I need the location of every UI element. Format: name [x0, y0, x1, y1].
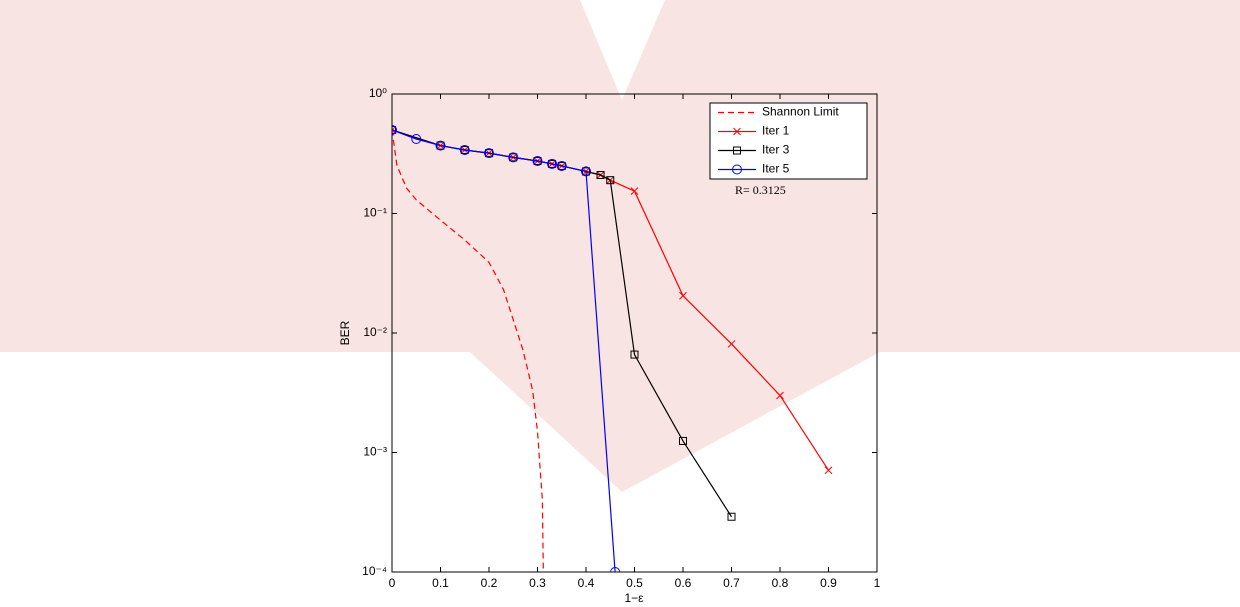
marker [548, 159, 557, 168]
marker [435, 140, 446, 151]
marker [630, 350, 639, 359]
legend-label: Iter 3 [762, 143, 790, 157]
y-tick-label: 10⁻³ [363, 445, 387, 459]
marker [610, 567, 621, 572]
x-tick-label: 0.2 [481, 576, 498, 590]
marker [508, 152, 519, 163]
legend-label: Shannon Limit [762, 105, 839, 119]
plot-area [392, 124, 833, 572]
marker [679, 436, 687, 445]
marker [411, 134, 422, 145]
marker [532, 155, 543, 166]
y-tick-label: 10⁻² [363, 325, 387, 339]
marker [556, 160, 567, 171]
x-tick-label: 0.7 [723, 576, 740, 590]
marker [824, 466, 833, 475]
marker [436, 141, 445, 150]
x-tick-label: 0.5 [626, 576, 643, 590]
marker [727, 512, 736, 521]
marker [484, 148, 494, 159]
x-tick-label: 0.6 [675, 576, 692, 590]
y-tick-label: 10⁰ [369, 86, 387, 100]
marker [547, 158, 558, 169]
series-line [392, 129, 544, 572]
marker [392, 125, 396, 134]
marker [727, 340, 736, 348]
marker [733, 146, 741, 155]
x-tick-label: 0.1 [432, 576, 449, 590]
marker [733, 127, 741, 136]
annotation: R= 0.3125 [735, 183, 786, 197]
x-axis-label: 1−ε [624, 591, 644, 605]
legend-label: Iter 1 [762, 124, 790, 138]
y-tick-label: 10⁻⁴ [362, 564, 387, 578]
x-tick-label: 0.4 [578, 576, 595, 590]
x-tick-label: 0 [389, 576, 396, 590]
marker [679, 291, 687, 300]
marker [557, 161, 566, 170]
x-tick-label: 0.8 [772, 576, 789, 590]
marker [776, 391, 784, 400]
y-axis-label: BER [338, 320, 352, 345]
y-tick-label: 10⁻¹ [363, 206, 387, 220]
marker [630, 187, 639, 195]
series-line [392, 129, 616, 572]
marker [392, 126, 396, 134]
marker [732, 164, 742, 175]
x-tick-label: 0.3 [529, 576, 546, 590]
marker [392, 124, 397, 135]
legend-box [709, 102, 868, 180]
x-tick-label: 1 [874, 576, 881, 590]
marker [581, 166, 591, 177]
legend-label: Iter 5 [762, 162, 790, 176]
marker [596, 170, 605, 179]
marker [606, 176, 615, 185]
marker [459, 144, 470, 155]
x-tick-label: 0.9 [820, 576, 837, 590]
